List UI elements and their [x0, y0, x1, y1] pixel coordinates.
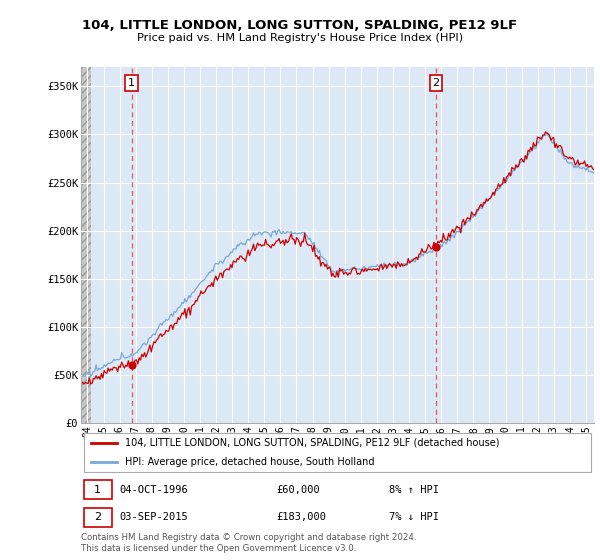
Text: HPI: Average price, detached house, South Holland: HPI: Average price, detached house, Sout… [125, 457, 374, 467]
Text: Contains HM Land Registry data © Crown copyright and database right 2024.
This d: Contains HM Land Registry data © Crown c… [81, 534, 416, 553]
FancyBboxPatch shape [83, 480, 112, 500]
Text: £60,000: £60,000 [276, 484, 320, 494]
Text: 03-SEP-2015: 03-SEP-2015 [119, 512, 188, 522]
FancyBboxPatch shape [83, 433, 592, 472]
Text: 2: 2 [94, 512, 101, 522]
Text: 104, LITTLE LONDON, LONG SUTTON, SPALDING, PE12 9LF: 104, LITTLE LONDON, LONG SUTTON, SPALDIN… [82, 18, 518, 32]
Text: 7% ↓ HPI: 7% ↓ HPI [389, 512, 439, 522]
Text: Price paid vs. HM Land Registry's House Price Index (HPI): Price paid vs. HM Land Registry's House … [137, 32, 463, 43]
Text: 8% ↑ HPI: 8% ↑ HPI [389, 484, 439, 494]
Text: 1: 1 [128, 78, 135, 88]
FancyBboxPatch shape [83, 507, 112, 527]
Text: 1: 1 [94, 484, 101, 494]
Text: 104, LITTLE LONDON, LONG SUTTON, SPALDING, PE12 9LF (detached house): 104, LITTLE LONDON, LONG SUTTON, SPALDIN… [125, 437, 499, 447]
Text: 2: 2 [433, 78, 439, 88]
Text: £183,000: £183,000 [276, 512, 326, 522]
Text: 04-OCT-1996: 04-OCT-1996 [119, 484, 188, 494]
Bar [81, 67, 91, 423]
